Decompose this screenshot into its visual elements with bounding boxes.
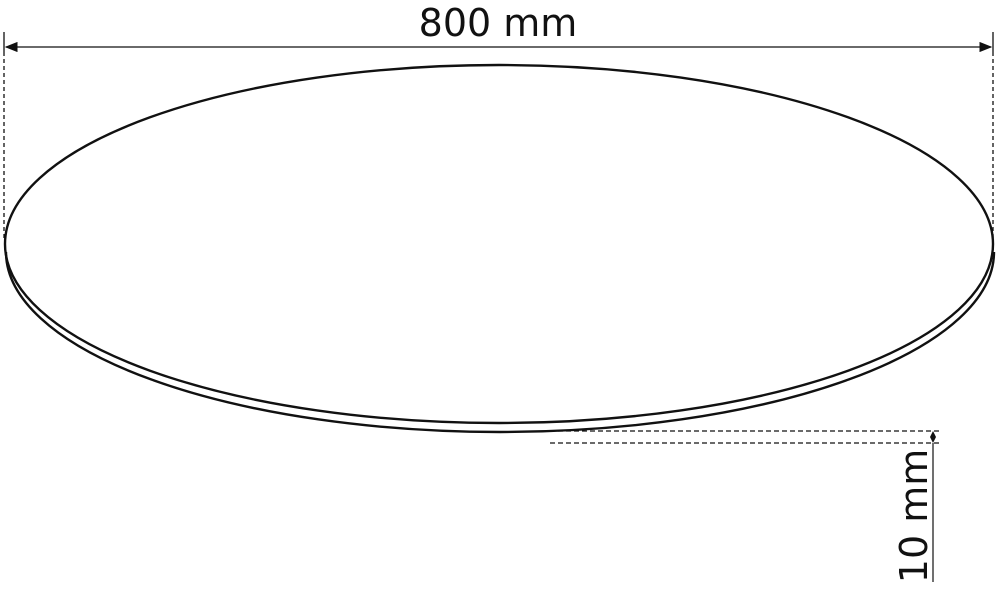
glass-disc: [3, 63, 996, 434]
width-dimension: 800 mm: [3, 1, 994, 238]
thickness-label: 10 mm: [892, 449, 936, 583]
width-label: 800 mm: [419, 1, 578, 45]
disc-top-surface: [3, 63, 995, 425]
disc-bottom-edge: [4, 251, 996, 434]
thickness-dimension: 10 mm: [550, 430, 942, 583]
